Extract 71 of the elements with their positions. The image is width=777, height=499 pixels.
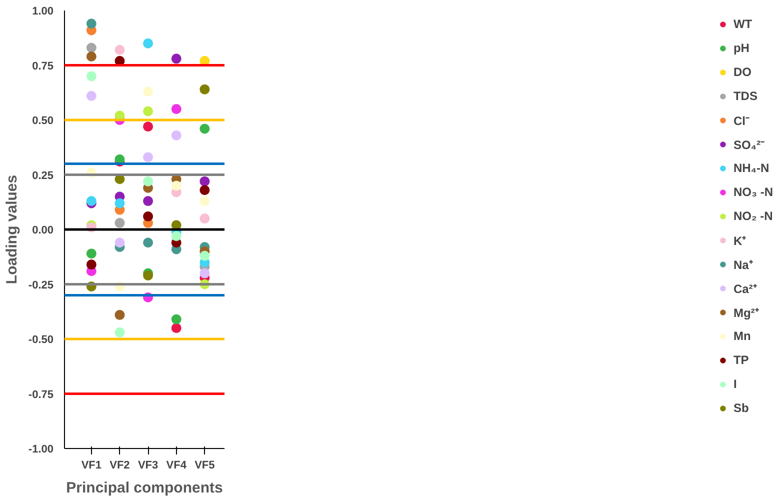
point <box>171 180 182 191</box>
point <box>86 248 96 259</box>
y-tick-label: 0.25 <box>32 170 54 182</box>
y-tick-label: -1.00 <box>28 444 54 456</box>
legend-label: K⁺ <box>733 232 748 250</box>
point <box>114 310 125 320</box>
legend-label: Ca²⁺ <box>733 280 757 298</box>
point <box>114 44 125 55</box>
legend-label: Mg²⁺ <box>733 304 759 322</box>
legend-label: Cl⁻ <box>733 112 750 130</box>
point <box>86 18 96 29</box>
point <box>143 152 154 162</box>
point <box>200 268 210 278</box>
point <box>114 198 125 208</box>
legend-label: DO <box>733 64 752 81</box>
x-tick-label: VF2 <box>110 460 130 472</box>
point <box>200 196 210 206</box>
point <box>86 71 96 82</box>
x-tick-label: VF1 <box>81 460 102 472</box>
point <box>171 104 182 114</box>
point <box>200 176 210 186</box>
point <box>143 196 154 206</box>
point <box>86 260 96 270</box>
point <box>200 84 210 94</box>
point <box>143 270 154 280</box>
point <box>143 211 154 222</box>
point <box>114 218 125 228</box>
legend-label: Mn <box>733 328 752 345</box>
point <box>171 130 182 140</box>
x-tick-label: VF4 <box>166 460 188 472</box>
legend-label: pH <box>733 40 750 57</box>
point <box>171 314 182 324</box>
legend-label: TDS <box>733 88 758 105</box>
point <box>200 185 210 196</box>
legend-label: I <box>733 376 738 393</box>
legend-label: NH₄-N <box>733 160 770 177</box>
x-axis-title: Principal components <box>66 480 223 496</box>
point <box>114 238 125 248</box>
legend-label: SO₄²⁻ <box>733 136 765 154</box>
point <box>143 176 154 186</box>
y-tick-label: -0.75 <box>28 388 54 401</box>
legend-label: Na⁺ <box>733 256 754 274</box>
point <box>86 42 96 53</box>
point <box>171 54 182 64</box>
point <box>200 124 210 134</box>
legend-label: WT <box>733 16 754 33</box>
x-tick-label: VF3 <box>138 460 158 472</box>
y-tick-label: 0.75 <box>32 60 54 72</box>
legend-label: TP <box>733 352 750 369</box>
x-tick-label: VF5 <box>194 460 215 472</box>
y-tick-label: -0.50 <box>28 334 54 346</box>
legend-label: NO₂ -N <box>733 208 773 225</box>
legend-label: NO₃ -N <box>733 184 773 201</box>
point <box>143 86 154 97</box>
y-tick-label: 0.50 <box>32 115 54 127</box>
point <box>200 250 210 261</box>
y-axis-title: Loading values <box>3 174 20 284</box>
point <box>114 327 125 338</box>
point <box>143 38 154 48</box>
y-tick-label: 1.00 <box>32 6 54 18</box>
legend-label: Sb <box>733 400 750 417</box>
point <box>143 122 154 132</box>
point <box>143 238 154 248</box>
point <box>171 231 182 242</box>
point <box>171 323 182 334</box>
point <box>200 214 210 224</box>
point <box>143 106 154 116</box>
y-tick-label: 0.00 <box>32 224 54 236</box>
point <box>86 90 96 101</box>
y-tick-label: -0.25 <box>28 279 54 292</box>
point <box>86 52 96 62</box>
